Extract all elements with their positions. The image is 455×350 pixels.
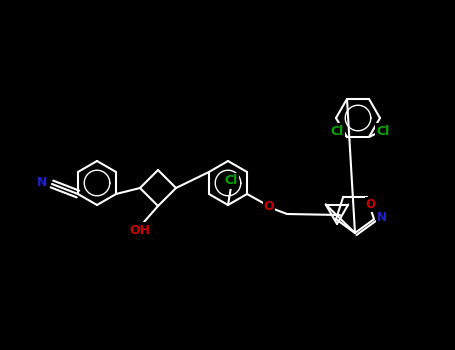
Text: N: N (36, 175, 47, 189)
Text: OH: OH (130, 224, 151, 237)
Text: Cl: Cl (224, 175, 238, 188)
Text: O: O (366, 198, 376, 211)
Text: Cl: Cl (376, 125, 389, 138)
Text: N: N (377, 211, 387, 224)
Text: O: O (264, 201, 274, 214)
Text: Cl: Cl (330, 125, 344, 138)
